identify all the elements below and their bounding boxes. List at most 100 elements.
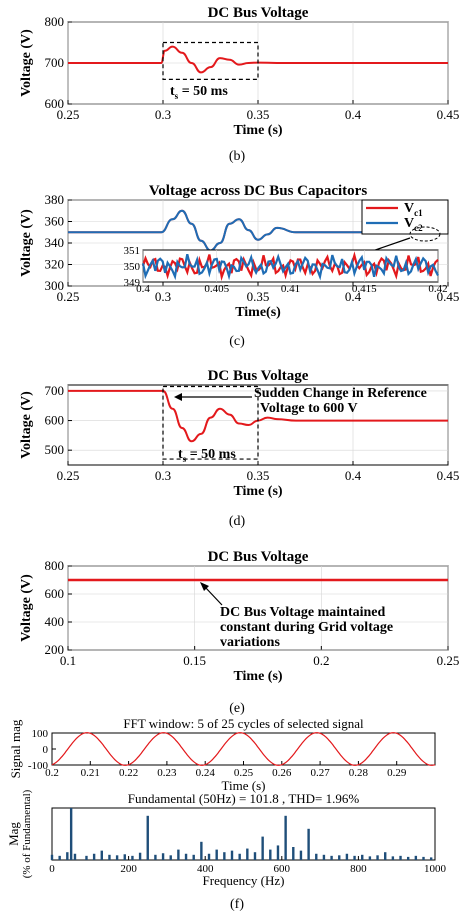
inset-y-tick-label: 351	[124, 245, 141, 257]
y-tick-label: 320	[45, 257, 65, 272]
y-axis-label: Voltage (V)	[19, 391, 34, 459]
x-tick-label: 800	[350, 863, 367, 875]
y-axis-label: Voltage (V)	[19, 209, 34, 277]
series-line	[68, 45, 448, 74]
harmonic-bar	[177, 849, 180, 860]
harmonic-bar	[92, 853, 96, 860]
y-tick-label: 400	[45, 614, 65, 629]
harmonic-bar	[146, 815, 149, 860]
harmonic-bar	[238, 853, 241, 860]
harmonic-bar	[422, 856, 425, 860]
x-tick-label: 0.4	[345, 468, 362, 483]
harmonic-bar	[169, 855, 172, 860]
chart-title: Fundamental (50Hz) = 101.8 , THD= 1.96%	[128, 791, 360, 806]
plot-frame	[51, 807, 436, 861]
harmonic-bar	[123, 854, 126, 860]
harmonic-bar	[292, 847, 295, 860]
chart-title: FFT window: 5 of 25 cycles of selected s…	[123, 716, 364, 731]
x-tick-label: 0.4	[345, 289, 362, 304]
y-tick-label: 200	[45, 642, 65, 657]
annotation-arrowhead	[200, 582, 209, 591]
y-axis-label: Voltage (V)	[19, 29, 34, 97]
harmonic-bar	[361, 854, 364, 860]
x-tick-label: 0.3	[155, 289, 171, 304]
y-tick-label: 360	[45, 214, 65, 229]
x-tick-label: 0.45	[437, 107, 460, 122]
y-axis-label: Voltage (V)	[19, 574, 34, 642]
y-tick-label: 0	[43, 744, 49, 756]
x-tick-label: 0.35	[247, 468, 270, 483]
harmonic-bar	[261, 836, 264, 860]
panel-label-d: (d)	[229, 514, 246, 529]
y-tick-label: 700	[45, 383, 65, 398]
harmonic-bar	[58, 855, 61, 860]
x-tick-label: 0.28	[349, 767, 369, 779]
harmonic-bar	[207, 853, 211, 860]
x-axis-label: Time (s)	[233, 484, 282, 499]
zoom-ellipse	[409, 226, 441, 242]
harmonic-bar	[414, 855, 418, 860]
harmonic-bar	[338, 855, 341, 860]
harmonic-bar	[315, 853, 318, 860]
harmonic-bar	[322, 854, 326, 860]
harmonic-bar	[391, 856, 395, 860]
harmonic-bar	[215, 849, 218, 860]
plot-frame	[51, 732, 436, 766]
harmonic-bar	[429, 857, 433, 860]
x-tick-label: 200	[120, 863, 137, 875]
harmonic-bar	[161, 853, 165, 860]
harmonic-bar	[384, 852, 387, 860]
annotation-line-1: DC Bus Voltage maintained	[220, 605, 386, 620]
x-tick-label: 0.2	[45, 767, 59, 779]
harmonic-bar	[299, 850, 303, 860]
annotation-line-3: variations	[220, 635, 280, 650]
y-axis-label-2: (% of Fundamental)	[21, 789, 33, 878]
inset-x-tick-label: 0.405	[204, 283, 229, 295]
y-tick-label: 300	[45, 278, 65, 293]
harmonic-bar	[284, 815, 287, 860]
panel-label-c: (c)	[229, 334, 245, 349]
x-tick-label: 0.3	[155, 107, 171, 122]
y-tick-label: 100	[32, 728, 49, 740]
harmonic-bar	[154, 854, 157, 860]
chart-title: DC Bus Voltage	[208, 549, 309, 565]
y-tick-label: 340	[45, 235, 65, 250]
x-tick-label: 0.1	[60, 653, 76, 668]
x-tick-label: 0.26	[272, 767, 292, 779]
y-tick-label: 800	[45, 558, 65, 573]
annotation-line-1: Sudden Change in Reference	[254, 386, 427, 401]
harmonic-bar	[100, 850, 103, 860]
x-tick-label: 0.45	[437, 289, 460, 304]
settling-time-annotation: ts = 50 ms	[178, 447, 236, 464]
x-tick-label: 0.15	[183, 653, 206, 668]
harmonic-bar	[345, 853, 349, 860]
harmonic-bar	[223, 852, 226, 860]
panel-label-b: (b)	[229, 149, 246, 164]
harmonic-bar	[376, 855, 379, 860]
harmonic-bar	[399, 855, 402, 860]
chart-title: Voltage across DC Bus Capacitors	[149, 183, 367, 199]
x-tick-label: 0.4	[345, 107, 362, 122]
x-axis-label: Time (s)	[222, 778, 266, 793]
annotation-line-2: Voltage to 600 V	[260, 401, 358, 416]
harmonic-bar	[50, 854, 54, 860]
x-axis-label: Time(s)	[235, 305, 281, 320]
harmonic-bar	[406, 856, 410, 860]
y-axis-label: Mag	[6, 822, 21, 846]
panel-label-f: (f)	[230, 897, 244, 911]
series-line-vc2	[67, 209, 448, 252]
y-tick-label: 600	[45, 413, 65, 428]
x-tick-label: 400	[197, 863, 214, 875]
chart-title: DC Bus Voltage	[208, 368, 309, 384]
x-axis-label: Time (s)	[233, 669, 282, 684]
x-tick-label: 600	[274, 863, 291, 875]
harmonic-bar	[276, 845, 280, 860]
harmonic-bar	[131, 855, 134, 860]
harmonic-bar	[307, 828, 310, 860]
harmonic-bar	[138, 852, 142, 860]
x-tick-label: 0.23	[157, 767, 177, 779]
x-tick-label: 0.35	[247, 289, 270, 304]
signal-line	[51, 732, 436, 766]
harmonic-bar	[200, 841, 203, 860]
